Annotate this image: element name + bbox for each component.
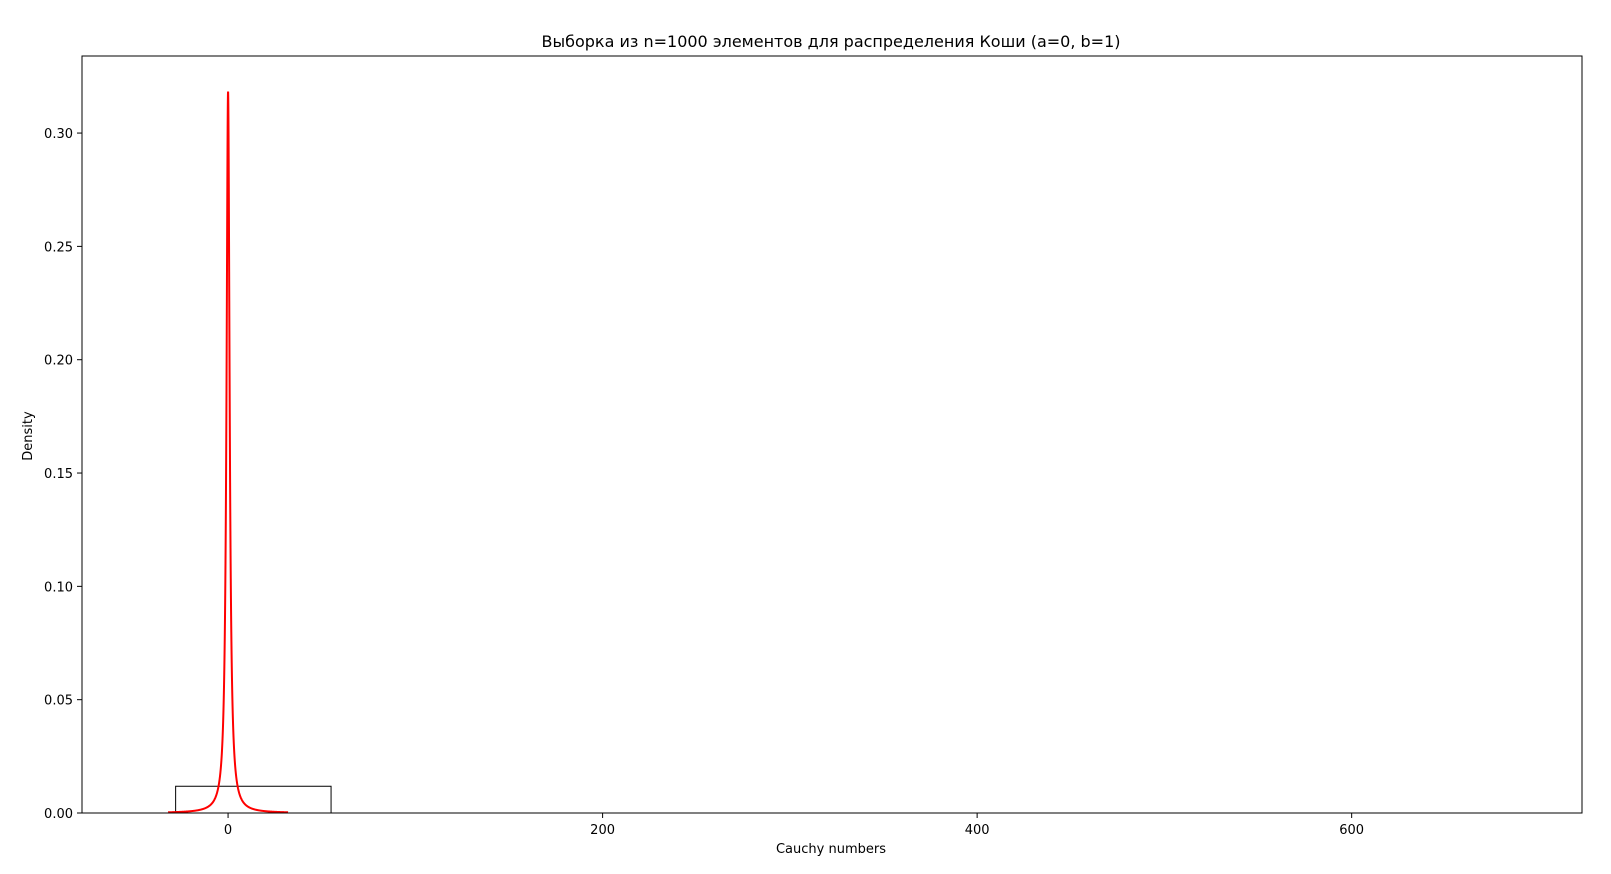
y-tick-label-1: 0.05: [44, 694, 73, 709]
x-axis-label: Cauchy numbers: [776, 842, 886, 857]
x-tick-label-2: 400: [965, 823, 990, 838]
x-tick-label-3: 600: [1339, 823, 1364, 838]
y-tick-label-4: 0.20: [44, 354, 73, 369]
y-tick-label-5: 0.25: [44, 240, 73, 255]
y-tick-label-6: 0.30: [44, 127, 73, 142]
axes-frame: [81, 55, 1583, 814]
density-curve-line: [167, 91, 289, 814]
y-tick-label-0: 0.00: [44, 807, 73, 822]
x-tick-label-0: 0: [224, 823, 232, 838]
x-tick-label-1: 200: [590, 823, 615, 838]
x-axis: 0 200 400 600: [224, 813, 1364, 838]
y-tick-label-2: 0.10: [44, 580, 73, 595]
y-axis: 0.00 0.05 0.10 0.15 0.20 0.25 0.30: [44, 127, 82, 822]
y-axis-label: Density: [21, 411, 36, 461]
chart-title: Выборка из n=1000 элементов для распреде…: [542, 32, 1121, 51]
y-tick-label-3: 0.15: [44, 467, 73, 482]
plot-area: [167, 91, 332, 814]
